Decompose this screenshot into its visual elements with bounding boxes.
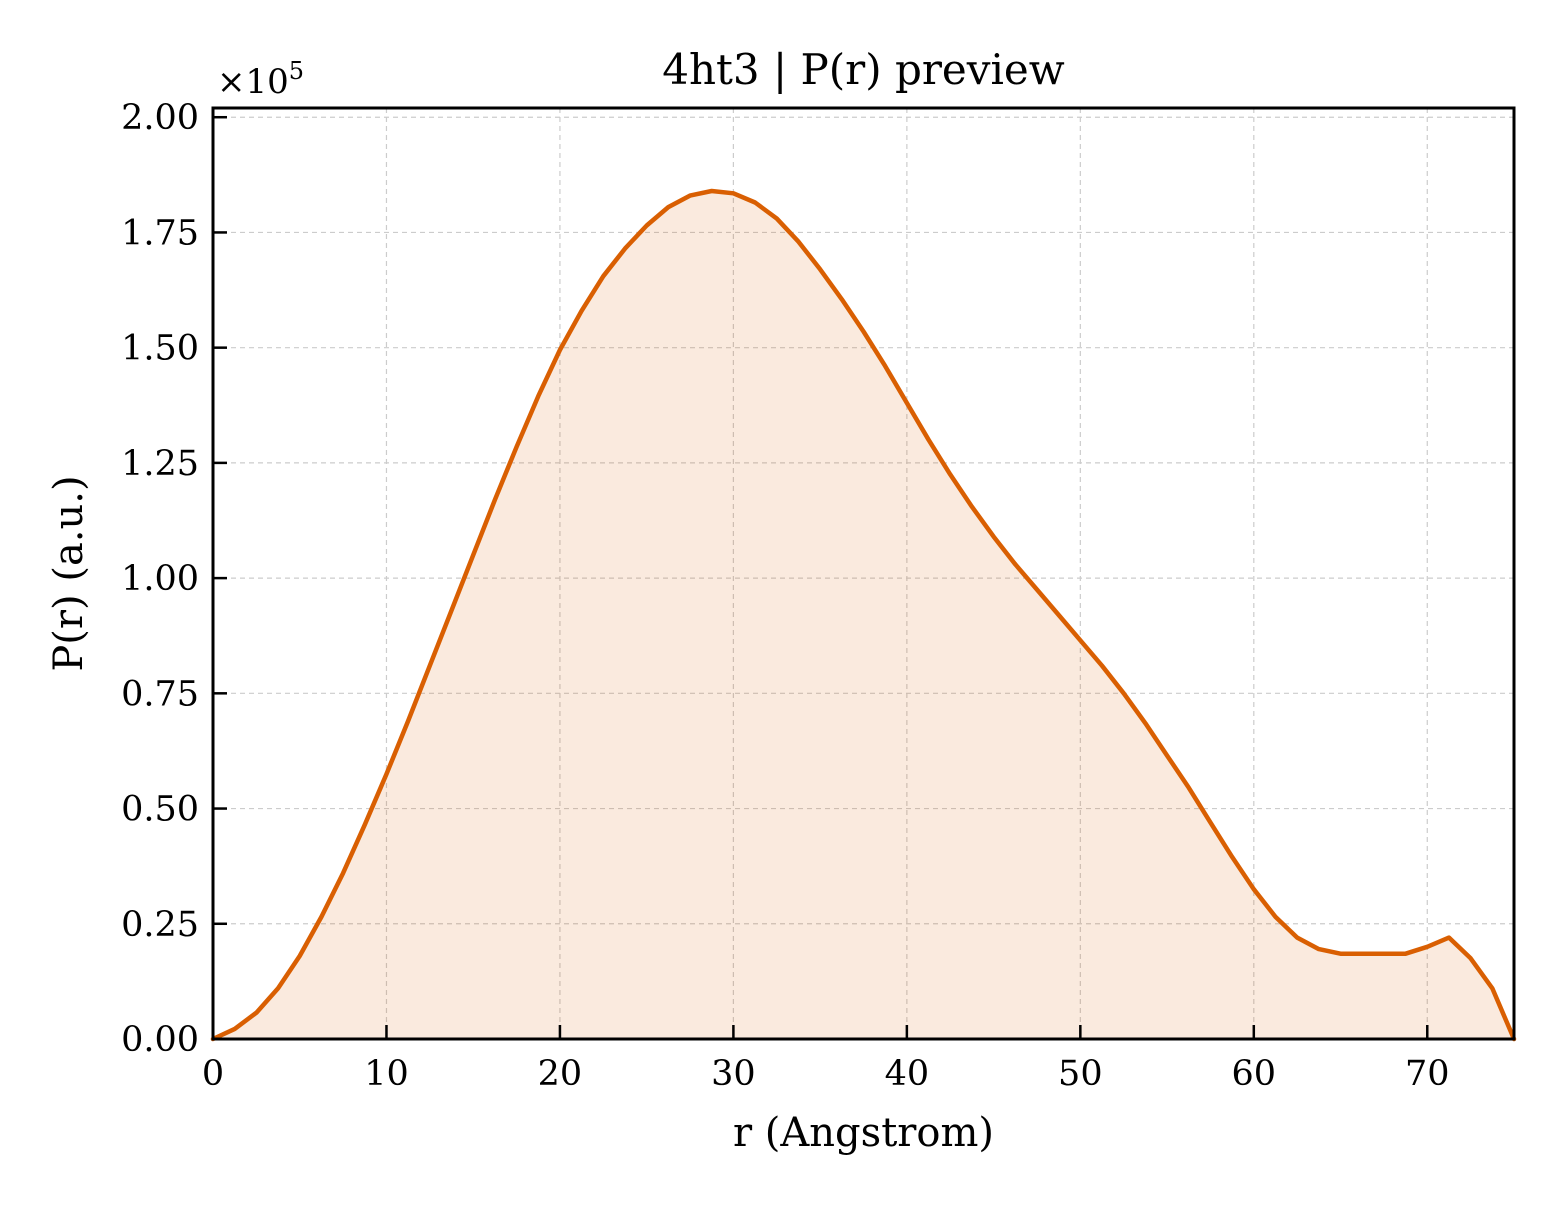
x-tick-label: 50 <box>1058 1054 1103 1094</box>
series-layer <box>210 188 1517 1042</box>
chart-title: 4ht3 | P(r) preview <box>662 45 1065 94</box>
y-tick-label: 1.25 <box>121 444 199 484</box>
x-tick-label: 70 <box>1405 1054 1450 1094</box>
y-axis-offset-exponent: 5 <box>289 57 304 85</box>
x-tick-label: 60 <box>1232 1054 1277 1094</box>
y-tick-label: 1.75 <box>121 213 199 253</box>
y-tick-label: 1.00 <box>121 559 199 599</box>
x-tick-label: 0 <box>202 1054 224 1094</box>
series-area-fill <box>213 191 1514 1039</box>
y-tick-label: 0.75 <box>121 674 199 714</box>
x-axis-label: r (Angstrom) <box>733 1110 994 1156</box>
y-axis-offset-text: ×105 <box>217 57 304 102</box>
grid <box>212 108 1514 1040</box>
y-tick-label: 0.25 <box>121 905 199 945</box>
x-tick-label: 20 <box>538 1054 583 1094</box>
y-tick-label: 0.00 <box>121 1020 199 1060</box>
tick-labels: 0 10 20 30 40 50 60 70 0.00 0.25 0.50 0.75 1.00 1.25 1… <box>121 98 1449 1094</box>
y-axis-label: P(r) (a.u.) <box>46 475 92 671</box>
x-tick-label: 40 <box>885 1054 930 1094</box>
x-tick-label: 10 <box>364 1054 409 1094</box>
plot-frame <box>211 106 1516 1041</box>
y-axis-offset-base: ×10 <box>217 62 289 102</box>
series-line <box>210 188 1517 1042</box>
y-tick-label: 0.50 <box>121 790 199 830</box>
x-tick-label: 30 <box>711 1054 756 1094</box>
y-tick-label: 2.00 <box>121 98 199 138</box>
y-tick-label: 1.50 <box>121 329 199 369</box>
